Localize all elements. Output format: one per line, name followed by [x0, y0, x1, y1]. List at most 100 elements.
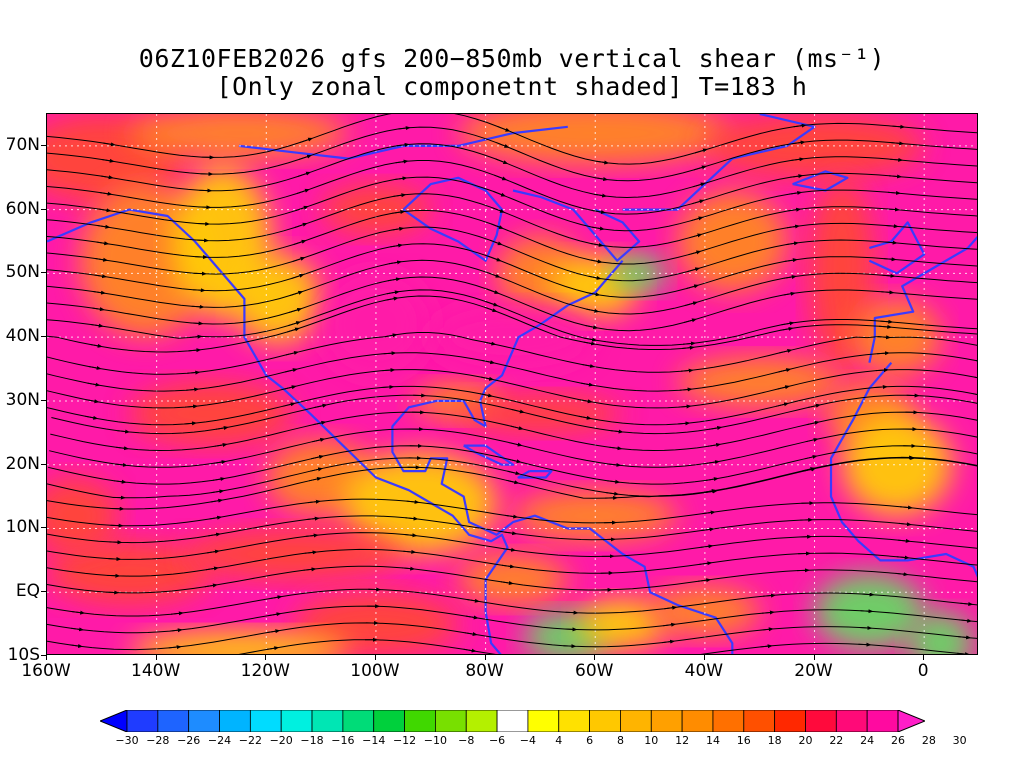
streamline-arrow	[683, 318, 697, 323]
streamline-arrow	[860, 609, 874, 614]
colorbar-label: −28	[146, 734, 170, 747]
streamline-arrow	[283, 385, 297, 390]
streamline	[47, 259, 977, 315]
streamline-arrow	[300, 137, 314, 143]
streamline-arrow	[96, 241, 110, 246]
colorbar-segment	[157, 710, 190, 732]
streamline-arrow	[304, 550, 318, 555]
longitude-label: 100W	[350, 661, 400, 681]
colorbar-segment	[558, 710, 591, 732]
streamline	[47, 369, 977, 409]
colorbar-segment	[620, 710, 652, 732]
shading-blob	[578, 598, 667, 650]
streamline-arrow	[308, 477, 322, 482]
colorbar-segment	[527, 710, 560, 732]
streamline-arrow	[185, 404, 199, 409]
streamline-arrow	[485, 301, 499, 307]
streamline-arrow	[170, 611, 184, 616]
streamline-arrow	[482, 360, 496, 365]
streamline-arrow	[859, 625, 873, 630]
streamline-arrow	[389, 260, 403, 265]
streamline-arrow	[91, 307, 105, 312]
latitude-tick	[41, 208, 46, 210]
latitude-label: 20N	[5, 453, 40, 474]
latitude-label: 10N	[5, 517, 40, 538]
colorbar-segment	[681, 710, 714, 732]
latitude-label: 70N	[5, 134, 40, 155]
streamline-arrow	[488, 256, 502, 262]
streamline	[47, 143, 977, 199]
streamline-arrow	[804, 455, 818, 460]
streamline-arrow	[392, 210, 406, 215]
streamline-arrow	[393, 193, 407, 198]
streamline-arrow	[493, 190, 507, 197]
colorbar-label: −12	[392, 734, 417, 747]
latitude-tick	[41, 144, 46, 146]
streamline-arrow	[662, 639, 676, 644]
longitude-label: 0	[917, 661, 929, 681]
longitude-label: 160W	[21, 661, 71, 681]
colorbar-label: 6	[586, 734, 594, 747]
streamline-arrow	[879, 324, 893, 329]
streamline-arrow	[897, 538, 911, 543]
colorbar-label: −8	[458, 734, 475, 747]
streamline-arrow	[900, 505, 913, 510]
streamline-arrow	[284, 368, 298, 373]
colorbar-segment	[219, 710, 251, 732]
shear-map	[46, 113, 978, 655]
streamline-arrow	[678, 404, 692, 409]
colorbar-segment	[805, 710, 837, 732]
streamline-arrow	[312, 437, 326, 443]
streamline-arrow	[311, 455, 325, 460]
streamline-arrow	[391, 226, 405, 231]
latitude-label: 10S	[7, 645, 40, 665]
chart-title-line-1: 06Z10FEB2026 gfs 200−850mb vertical shea…	[138, 44, 886, 73]
coastline-hudson-bay	[402, 176, 504, 262]
colorbar-segment	[650, 710, 683, 732]
streamline-arrow	[296, 188, 310, 194]
colorbar-segment	[126, 710, 159, 732]
colorbar-label: 28	[921, 734, 936, 747]
streamline-arrow	[777, 385, 791, 390]
streamline-arrow	[878, 335, 892, 340]
streamline	[47, 243, 977, 298]
streamline-arrow	[501, 564, 515, 569]
longitude-tick	[594, 655, 596, 660]
streamline-arrow	[700, 544, 714, 549]
streamline-arrow	[793, 123, 807, 128]
streamline-arrow	[190, 321, 204, 326]
streamline-arrow	[565, 610, 579, 615]
colorbar-label: 22	[829, 734, 844, 747]
colorbar-label: 10	[644, 734, 659, 747]
latitude-tick	[41, 527, 46, 529]
streamline-arrow	[589, 259, 603, 264]
streamline-arrow	[210, 498, 224, 503]
colorbar-label: −6	[488, 734, 506, 747]
streamline-arrow	[464, 632, 478, 636]
streamline-arrow	[198, 205, 212, 210]
streamline-arrow	[292, 256, 306, 262]
latitude-label: 60N	[5, 198, 40, 219]
streamline-arrow	[95, 257, 109, 262]
streamline-arrow	[681, 345, 695, 350]
latitude-tick	[41, 655, 46, 656]
streamline-arrow	[492, 207, 505, 213]
streamline-arrow	[207, 549, 220, 554]
streamline	[47, 289, 977, 346]
streamline	[238, 639, 970, 654]
streamline-arrow	[90, 323, 104, 328]
streamline-arrow	[394, 176, 408, 181]
streamline-arrow	[698, 578, 712, 583]
streamline-arrow	[169, 628, 183, 633]
streamline-arrow	[694, 148, 708, 154]
streamline	[47, 226, 977, 282]
colorbar-label: 12	[675, 734, 690, 747]
streamline-arrow	[94, 274, 108, 279]
streamline-arrow	[286, 327, 301, 333]
streamline	[47, 605, 977, 634]
streamline-arrow	[693, 165, 707, 171]
colorbar	[100, 710, 925, 732]
streamline-arrow	[480, 393, 494, 398]
streamline-arrow	[381, 384, 395, 389]
streamline-arrow	[687, 267, 701, 273]
